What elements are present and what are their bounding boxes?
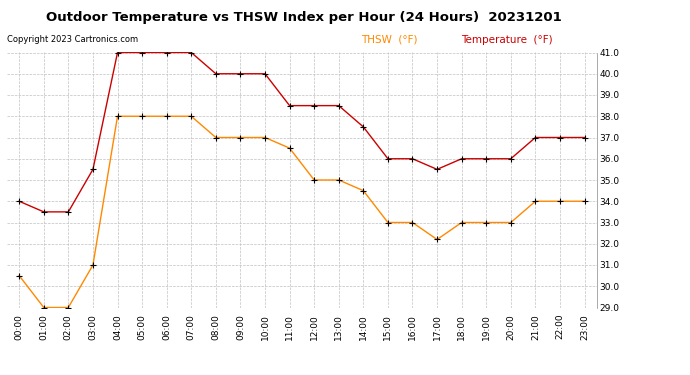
Text: Copyright 2023 Cartronics.com: Copyright 2023 Cartronics.com (7, 34, 138, 44)
Text: Temperature  (°F): Temperature (°F) (461, 34, 553, 45)
Text: THSW  (°F): THSW (°F) (361, 34, 417, 45)
Text: Outdoor Temperature vs THSW Index per Hour (24 Hours)  20231201: Outdoor Temperature vs THSW Index per Ho… (46, 11, 562, 24)
